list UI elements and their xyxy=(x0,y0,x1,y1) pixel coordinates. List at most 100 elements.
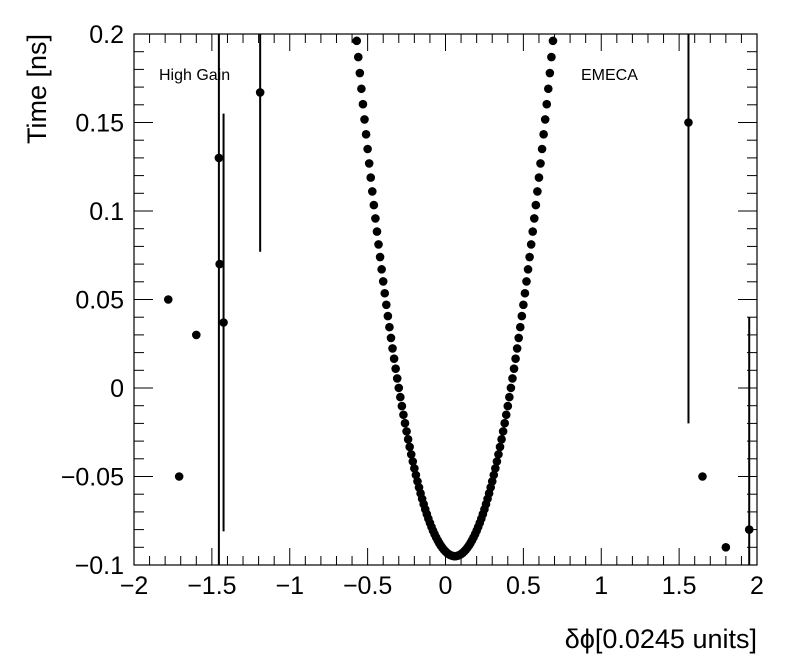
x-tick-label: 2 xyxy=(750,572,764,600)
data-point xyxy=(367,187,377,196)
data-point xyxy=(394,383,404,393)
data-point xyxy=(537,144,547,154)
data-point xyxy=(684,118,693,127)
data-point xyxy=(489,470,499,480)
data-point xyxy=(399,410,408,420)
data-point xyxy=(495,442,505,452)
data-point xyxy=(721,543,731,552)
x-tick-label: −1 xyxy=(275,572,304,600)
data-point xyxy=(363,144,372,154)
data-point xyxy=(501,410,511,420)
data-point xyxy=(523,265,533,274)
data-point xyxy=(534,173,544,182)
data-points xyxy=(163,36,754,561)
data-point xyxy=(528,227,538,236)
data-point xyxy=(531,200,541,210)
data-point xyxy=(403,435,413,444)
data-point xyxy=(360,115,369,124)
data-point xyxy=(529,214,539,223)
axis-ticks xyxy=(133,33,758,566)
data-point xyxy=(540,115,550,124)
data-point xyxy=(255,88,265,97)
data-point xyxy=(215,259,224,269)
data-point xyxy=(498,427,508,436)
data-point xyxy=(355,68,365,78)
data-point xyxy=(525,252,534,262)
data-point xyxy=(522,277,531,286)
y-tick-label: −0.1 xyxy=(75,552,124,580)
data-point xyxy=(397,401,407,411)
data-point xyxy=(372,227,382,236)
data-point xyxy=(405,442,414,452)
data-point xyxy=(352,36,362,46)
data-point xyxy=(219,318,228,327)
data-point xyxy=(386,333,396,343)
data-point xyxy=(408,457,418,466)
data-point xyxy=(508,374,517,383)
data-point xyxy=(353,52,363,62)
data-point xyxy=(400,418,410,428)
data-point xyxy=(526,240,536,249)
x-tick-label: −0.5 xyxy=(343,572,392,600)
data-point xyxy=(382,300,391,310)
x-tick-label: −1.5 xyxy=(187,572,236,600)
x-axis-title: δϕ[0.0245 units] xyxy=(565,624,757,654)
data-point xyxy=(358,99,368,109)
data-point xyxy=(543,84,553,94)
data-point xyxy=(383,311,393,321)
data-point xyxy=(505,392,514,402)
y-axis-title: Time [ns] xyxy=(22,34,52,144)
data-point xyxy=(536,159,545,168)
data-point xyxy=(361,130,371,139)
y-tick-label: 0 xyxy=(110,375,124,403)
data-point xyxy=(533,187,542,196)
x-tick-label: −2 xyxy=(120,572,149,600)
y-tick-label: 0.05 xyxy=(75,287,124,315)
error-bars xyxy=(217,34,751,565)
data-point xyxy=(391,364,400,373)
data-point xyxy=(380,288,390,298)
y-tick-label: 0.1 xyxy=(89,198,124,226)
x-tick-labels: −2 −1.5 −1 −0.5 0 0.5 1 1.5 2 xyxy=(120,572,764,600)
data-point xyxy=(547,52,556,62)
data-point xyxy=(539,130,548,139)
data-point xyxy=(548,36,558,46)
data-point xyxy=(174,472,184,481)
data-point xyxy=(214,153,224,163)
data-point xyxy=(512,344,522,353)
data-point xyxy=(375,252,385,262)
data-point xyxy=(402,427,411,436)
data-point xyxy=(503,401,513,411)
data-point xyxy=(366,173,376,182)
y-tick-label: 0.2 xyxy=(89,21,124,49)
data-point xyxy=(497,435,506,444)
data-point xyxy=(511,354,520,363)
data-point xyxy=(392,374,402,383)
data-point xyxy=(192,330,201,340)
y-tick-labels: −0.1 −0.05 0 0.05 0.1 0.15 0.2 xyxy=(61,21,124,580)
data-point xyxy=(494,450,503,459)
data-point xyxy=(520,288,530,298)
data-point xyxy=(396,392,405,402)
data-point xyxy=(515,322,525,332)
annotation-emeca: EMECA xyxy=(581,67,638,84)
data-point xyxy=(517,311,527,321)
data-point xyxy=(410,464,419,473)
data-point xyxy=(514,333,524,343)
y-tick-label: −0.05 xyxy=(61,464,124,492)
data-point xyxy=(385,322,394,332)
data-point xyxy=(406,450,416,459)
data-point xyxy=(388,344,397,353)
data-point xyxy=(364,159,374,168)
annotation-high-gain: High Gain xyxy=(159,67,230,84)
x-tick-label: 1 xyxy=(594,572,608,600)
data-point xyxy=(542,99,552,109)
data-point xyxy=(492,457,502,466)
data-point xyxy=(509,364,519,373)
data-point xyxy=(491,464,500,473)
data-point xyxy=(374,240,383,249)
data-point xyxy=(545,68,555,78)
x-tick-label: 0 xyxy=(439,572,453,600)
data-point xyxy=(698,472,707,481)
